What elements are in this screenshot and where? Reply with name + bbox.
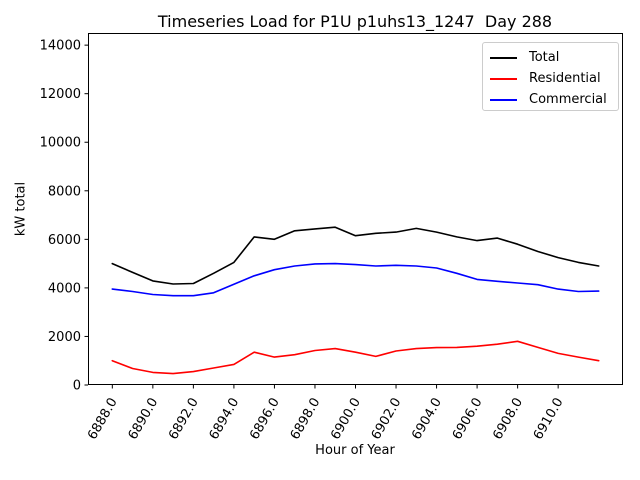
legend-item-total: Total	[483, 47, 618, 68]
x-tick-label: 6900.0	[328, 396, 364, 443]
y-tick-label: 14000	[40, 39, 81, 54]
legend-label-total: Total	[529, 50, 560, 65]
y-tick-label: 12000	[40, 87, 81, 102]
y-tick-label: 4000	[48, 281, 81, 296]
axes-frame	[88, 33, 623, 385]
legend-label-residential: Residential	[529, 71, 601, 86]
y-tick-label: 0	[73, 379, 81, 394]
x-tick-label: 6890.0	[126, 396, 162, 443]
x-tick-label: 6908.0	[490, 396, 526, 443]
total-line-swatch	[490, 56, 517, 59]
legend-item-commercial: Commercial	[483, 89, 618, 110]
y-tick-label: 10000	[40, 136, 81, 151]
series-line-total	[111, 226, 600, 285]
legend-label-commercial: Commercial	[529, 92, 607, 107]
series-line-residential	[111, 340, 600, 375]
y-axis-label: kW total	[13, 181, 29, 237]
x-tick-label: 6910.0	[531, 396, 567, 443]
x-tick-label: 6904.0	[409, 396, 445, 443]
y-tick-label: 2000	[48, 330, 81, 345]
x-tick-label: 6892.0	[166, 396, 202, 443]
x-axis-label: Hour of Year	[315, 443, 395, 458]
y-tick-label: 6000	[48, 233, 81, 248]
legend-item-residential: Residential	[483, 68, 618, 89]
x-tick-label: 6888.0	[85, 396, 121, 443]
x-tick-label: 6894.0	[207, 396, 243, 443]
x-tick-label: 6906.0	[450, 396, 486, 443]
x-tick-label: 6896.0	[247, 396, 283, 443]
legend: Total Residential Commercial	[482, 42, 619, 111]
commercial-line-swatch	[490, 98, 517, 101]
series-line-commercial	[111, 262, 600, 297]
residential-line-swatch	[490, 77, 517, 80]
x-tick-label: 6902.0	[369, 396, 405, 443]
x-tick-label: 6898.0	[288, 396, 324, 443]
y-tick-label: 8000	[48, 184, 81, 199]
chart-title: Timeseries Load for P1U p1uhs13_1247 Day…	[157, 12, 553, 31]
